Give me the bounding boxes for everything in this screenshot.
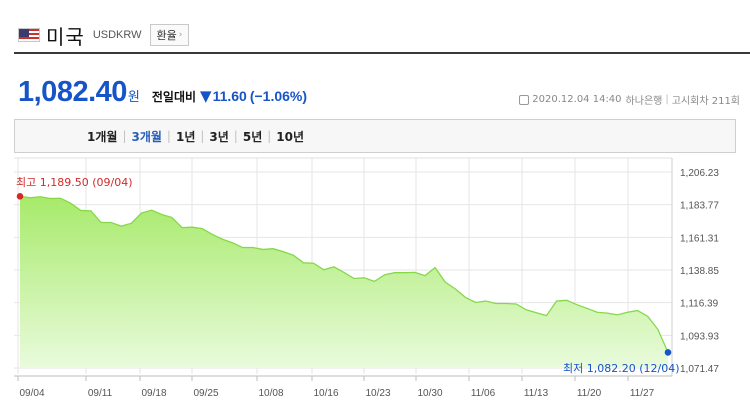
tab-separator: | [200,129,205,143]
tab-separator: | [233,129,238,143]
period-tab[interactable]: 10년 [276,129,305,144]
x-tick-label: 09/25 [193,388,218,399]
y-tick-label: 1,161.31 [680,233,719,244]
y-tick-label: 1,206.23 [680,168,719,179]
header-divider [14,52,750,54]
period-tab-row: 1개월 | 3개월 | 1년 | 3년 | 5년 | 10년 [87,120,304,152]
price-change: 11.60 [212,88,247,104]
x-tick-label: 11/06 [471,388,496,399]
x-tick-label: 10/30 [417,388,442,399]
x-tick-label: 09/04 [19,388,44,399]
compare-label: 전일대비 [151,90,197,104]
period-tab[interactable]: 3년 [209,129,229,144]
period-tab[interactable]: 1년 [175,129,196,144]
low-annotation: 최저 1,082.20 (12/04) [563,362,680,375]
y-tick-label: 1,071.47 [680,364,719,375]
chevron-right-icon: › [178,30,183,40]
x-tick-label: 10/23 [365,388,390,399]
quote-bank: 하나은행 [625,96,663,107]
country-name: 미국 [46,24,85,49]
period-tab[interactable]: 1개월 [87,129,118,144]
price-change-percent: (−1.06%) [249,88,308,104]
x-tick-label: 10/08 [258,388,283,399]
x-tick-label: 09/11 [88,388,113,399]
current-price: 1,082.40 [18,76,127,108]
x-tick-label: 11/13 [524,388,549,399]
y-tick-label: 1,116.39 [680,299,719,310]
period-tab[interactable]: 5년 [242,129,263,144]
exchange-rate-label: 환율 [156,29,177,42]
exchange-rate-button[interactable]: 환율 › [149,24,190,46]
high-annotation: 최고 1,189.50 (09/04) [16,176,133,189]
x-tick-label: 09/18 [141,388,166,399]
currency-code: USDKRW [92,29,142,41]
price-unit: 원 [127,90,140,105]
x-tick-label: 11/20 [577,388,602,399]
y-tick-label: 1,093.93 [680,331,719,342]
us-flag-icon [18,28,40,42]
price-area [20,196,668,368]
high-point [16,193,24,200]
tab-separator: | [166,129,171,143]
x-tick-label: 11/27 [630,388,655,399]
quote-datetime: 2020.12.04 14:40 [532,94,622,105]
tab-separator: | [122,129,127,143]
header-bar: 미국 USDKRW 환율 › [18,22,190,49]
meta-divider: | [665,94,669,105]
period-tabs: 1개월 | 3개월 | 1년 | 3년 | 5년 | 10년 [14,119,736,153]
y-tick-label: 1,183.77 [680,201,719,212]
x-tick-label: 10/16 [313,388,338,399]
period-tab[interactable]: 3개월 [131,129,162,144]
quote-meta: 2020.12.04 14:40 하나은행 | 고시회차 211회 [519,92,740,107]
price-summary: 1,082.40 원 전일대비 ▼ 11.60 (−1.06%) [18,76,307,109]
quote-round: 고시회차 211회 [671,96,740,107]
clock-icon [519,94,530,105]
down-triangle-icon: ▼ [200,87,212,105]
low-point [664,349,672,356]
price-line [19,195,669,353]
y-tick-label: 1,138.85 [680,266,719,277]
tab-separator: | [267,129,272,143]
